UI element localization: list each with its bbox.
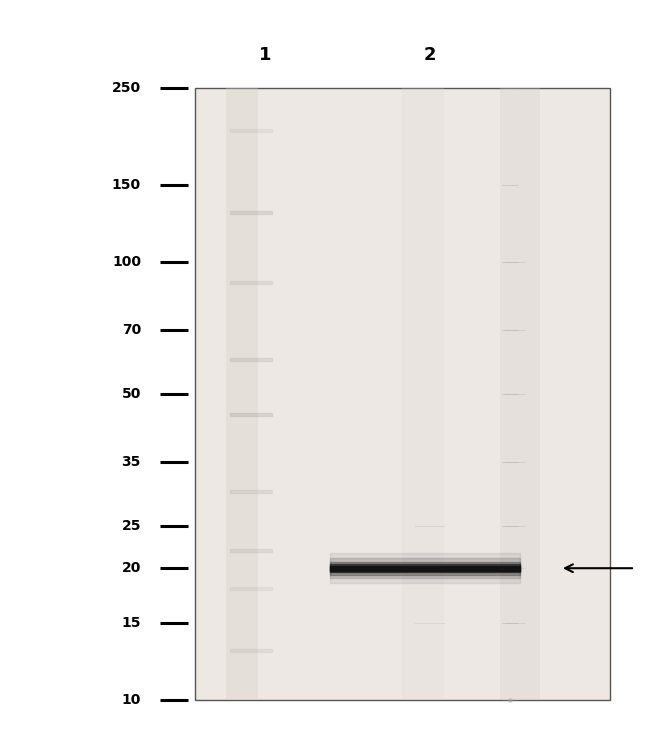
Bar xyxy=(500,88,540,700)
Text: 70: 70 xyxy=(122,323,141,337)
Text: 2: 2 xyxy=(424,46,436,64)
Text: 35: 35 xyxy=(122,455,141,468)
Text: 25: 25 xyxy=(122,519,141,533)
Text: 15: 15 xyxy=(122,616,141,630)
Text: 50: 50 xyxy=(122,387,141,401)
Text: 1: 1 xyxy=(259,46,271,64)
Bar xyxy=(195,88,610,700)
Bar xyxy=(402,88,444,700)
Text: 10: 10 xyxy=(122,693,141,707)
Text: 150: 150 xyxy=(112,178,141,192)
Text: 20: 20 xyxy=(122,561,141,575)
Bar xyxy=(226,88,258,700)
Text: 250: 250 xyxy=(112,81,141,95)
Text: 100: 100 xyxy=(112,255,141,269)
